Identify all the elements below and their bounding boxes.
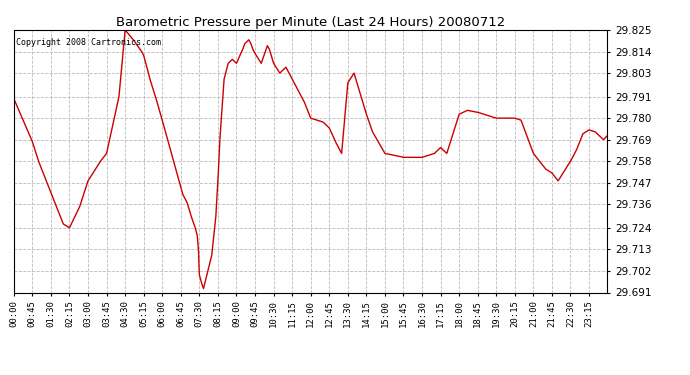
Title: Barometric Pressure per Minute (Last 24 Hours) 20080712: Barometric Pressure per Minute (Last 24 … bbox=[116, 16, 505, 29]
Text: Copyright 2008 Cartronics.com: Copyright 2008 Cartronics.com bbox=[16, 38, 161, 47]
